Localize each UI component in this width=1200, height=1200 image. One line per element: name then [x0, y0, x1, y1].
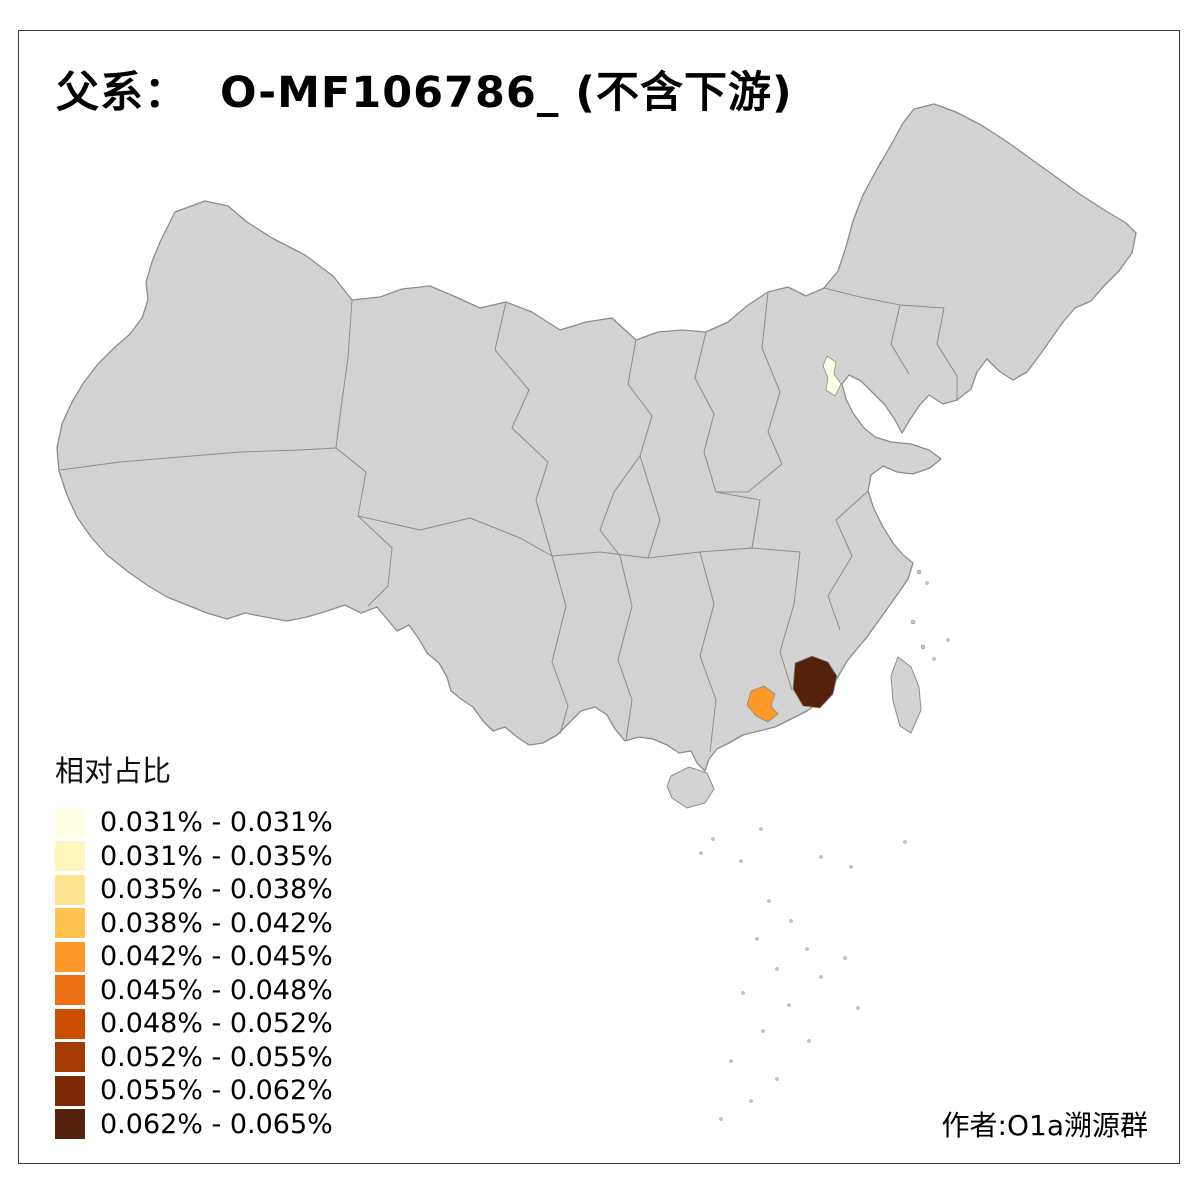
legend-label: 0.052% - 0.055% [100, 1041, 333, 1073]
legend-label: 0.031% - 0.035% [100, 840, 333, 872]
legend-swatch [55, 807, 85, 838]
legend-label: 0.048% - 0.052% [100, 1008, 333, 1040]
region-north-china-coastal [822, 355, 842, 397]
legend-item: 0.048% - 0.052% [55, 1007, 333, 1041]
legend: 相对占比 0.031% - 0.031% 0.031% - 0.035% 0.035… [55, 748, 333, 1141]
legend-label: 0.055% - 0.062% [100, 1075, 333, 1107]
legend-swatch [55, 874, 85, 905]
legend-label: 0.031% - 0.031% [100, 807, 333, 839]
legend-label: 0.038% - 0.042% [100, 907, 333, 939]
legend-swatch [55, 1109, 85, 1140]
legend-swatch [55, 1042, 85, 1073]
legend-item: 0.038% - 0.042% [55, 907, 333, 941]
region-east-guangdong [792, 655, 838, 709]
legend-item: 0.035% - 0.038% [55, 873, 333, 907]
legend-item: 0.031% - 0.031% [55, 806, 333, 840]
legend-swatch [55, 975, 85, 1006]
legend-item: 0.045% - 0.048% [55, 974, 333, 1008]
legend-item: 0.052% - 0.055% [55, 1041, 333, 1075]
legend-swatch [55, 841, 85, 872]
legend-item: 0.031% - 0.035% [55, 840, 333, 874]
small-islands [699, 569, 950, 1121]
legend-label: 0.045% - 0.048% [100, 974, 333, 1006]
legend-swatch [55, 941, 85, 972]
hainan-island [666, 766, 715, 809]
legend-label: 0.035% - 0.038% [100, 874, 333, 906]
legend-swatch [55, 908, 85, 939]
legend-item: 0.062% - 0.065% [55, 1108, 333, 1142]
region-pearl-river-delta [746, 685, 779, 723]
taiwan-island [890, 656, 922, 734]
legend-title: 相对占比 [55, 754, 172, 788]
legend-swatch [55, 1075, 85, 1106]
legend-label: 0.042% - 0.045% [100, 941, 333, 973]
legend-swatch [55, 1008, 85, 1039]
legend-item: 0.055% - 0.062% [55, 1074, 333, 1108]
province-borders [59, 287, 958, 753]
china-mainland-shape [56, 103, 1137, 772]
map-title: 父系： O-MF106786_ (不含下游) [56, 68, 793, 118]
attribution: 作者:O1a溯源群 [941, 1109, 1148, 1142]
legend-items: 0.031% - 0.031% 0.031% - 0.035% 0.035% - 0… [55, 806, 333, 1141]
legend-item: 0.042% - 0.045% [55, 940, 333, 974]
legend-label: 0.062% - 0.065% [100, 1108, 333, 1140]
